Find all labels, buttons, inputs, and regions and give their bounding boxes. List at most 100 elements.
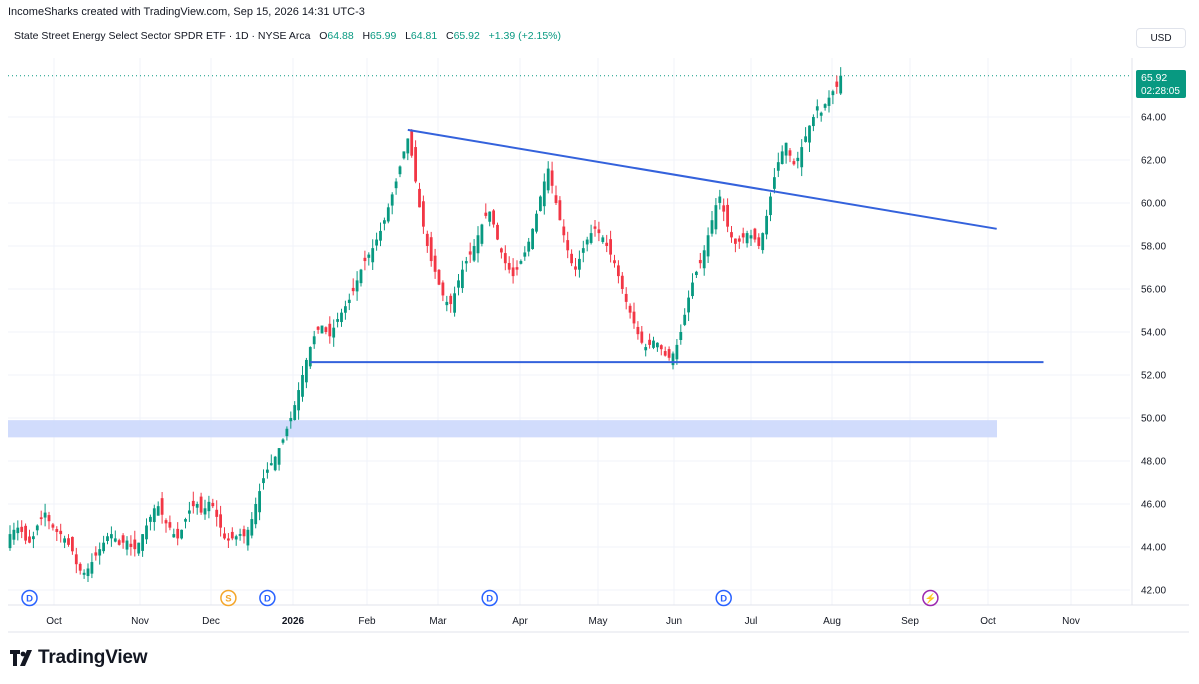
- candle-body: [472, 246, 476, 261]
- time-tick-label: Oct: [980, 616, 996, 627]
- time-axis[interactable]: Oct Nov Dec 2026 Feb Mar Apr May Jun Jul Aug Sep Oct…: [46, 616, 1080, 627]
- close-value: 65.92: [453, 30, 480, 42]
- candle-body: [121, 535, 125, 543]
- candle-body: [429, 237, 433, 262]
- candle-body: [632, 311, 636, 324]
- candle-body: [8, 534, 12, 549]
- candle-body: [589, 233, 593, 243]
- candle-body: [51, 524, 55, 528]
- candle-body: [640, 331, 644, 343]
- candle-body: [812, 117, 815, 127]
- candle-body: [675, 344, 679, 360]
- tradingview-logo-icon: [10, 650, 32, 666]
- currency-button[interactable]: USD: [1136, 28, 1186, 48]
- event-marker-label: D: [264, 594, 271, 605]
- candle-body: [39, 517, 43, 520]
- high-label: H: [362, 30, 371, 42]
- symbol-legend[interactable]: State Street Energy Select Sector SPDR E…: [14, 30, 561, 42]
- candle-body: [406, 138, 410, 154]
- candle-body: [71, 536, 74, 552]
- candle-body: [332, 327, 336, 338]
- candle-body: [792, 161, 796, 165]
- candle-body: [613, 260, 616, 264]
- event-marker-label: D: [26, 594, 33, 605]
- candle-body: [394, 181, 398, 189]
- candle-body: [117, 540, 121, 545]
- candle-body: [796, 157, 800, 162]
- candle-body: [683, 314, 687, 325]
- candle-body: [652, 340, 655, 348]
- candle-body: [562, 226, 566, 236]
- candle-body: [195, 504, 199, 508]
- open-value: 64.88: [327, 30, 354, 42]
- candle-body: [620, 275, 624, 289]
- candle-body: [262, 478, 265, 484]
- candle-body: [422, 201, 425, 227]
- candle-body: [788, 150, 792, 156]
- time-tick-label: May: [589, 616, 608, 627]
- candle-body: [351, 287, 355, 292]
- candle-body: [230, 531, 234, 539]
- candle-body: [414, 147, 417, 182]
- candle-body: [82, 572, 86, 575]
- event-marker: [259, 589, 276, 607]
- price-tick-label: 62.00: [1141, 156, 1166, 167]
- event-marker-label: D: [720, 594, 727, 605]
- candle-body: [180, 529, 183, 539]
- candle-body: [585, 239, 589, 245]
- candle-body: [347, 299, 351, 304]
- candle-body: [800, 147, 804, 168]
- last-price-badge-bg: [1136, 70, 1186, 98]
- event-markers: D S D D D ⚡: [21, 589, 939, 607]
- candle-body: [535, 213, 538, 232]
- time-tick-label: Dec: [202, 616, 220, 627]
- tradingview-logo[interactable]: TradingView: [10, 647, 148, 669]
- candle-body: [827, 97, 831, 106]
- candle-body: [344, 306, 347, 313]
- candle-body: [223, 533, 226, 539]
- time-tick-label: Mar: [429, 616, 447, 627]
- candle-body: [59, 530, 63, 535]
- event-marker: [481, 589, 498, 607]
- candle-body: [433, 255, 437, 272]
- highlight-zone[interactable]: [8, 420, 997, 438]
- candle-body: [757, 237, 761, 246]
- candle-body: [137, 542, 141, 554]
- candle-body: [24, 525, 27, 541]
- candle-body: [250, 519, 254, 536]
- candle-body: [277, 448, 281, 465]
- candle-body: [461, 269, 464, 289]
- candle-body: [211, 502, 215, 507]
- descending-trendline[interactable]: [407, 128, 997, 230]
- candle-body: [324, 327, 328, 332]
- candle-body: [425, 233, 429, 246]
- candle-body: [765, 215, 768, 235]
- candle-body: [418, 188, 421, 208]
- candle-body: [624, 293, 628, 302]
- candle-body: [718, 196, 722, 203]
- candle-body: [301, 375, 304, 397]
- candle-body: [168, 522, 172, 528]
- candle-body: [546, 168, 550, 191]
- time-tick-label: Oct: [46, 616, 62, 627]
- candle-body: [156, 506, 160, 516]
- candle-body: [784, 142, 788, 156]
- candle-body: [648, 339, 651, 345]
- candle-body: [776, 162, 780, 171]
- candle-body: [176, 528, 180, 539]
- candle-body: [188, 510, 191, 514]
- candle-body: [769, 196, 772, 216]
- candle-body: [67, 538, 70, 545]
- time-tick-label: Aug: [823, 616, 841, 627]
- candle-body: [484, 212, 488, 216]
- candle-body: [609, 239, 612, 255]
- price-axis[interactable]: 42.00 44.00 46.00 48.00 50.00 52.00 54.00 56.00…: [1141, 113, 1166, 597]
- candles-group: [8, 67, 843, 582]
- candle-body: [320, 325, 324, 334]
- candle-body: [695, 271, 698, 276]
- candle-body: [184, 519, 187, 522]
- candle-body: [753, 228, 757, 240]
- candle-body: [246, 529, 250, 546]
- candle-body: [464, 261, 468, 264]
